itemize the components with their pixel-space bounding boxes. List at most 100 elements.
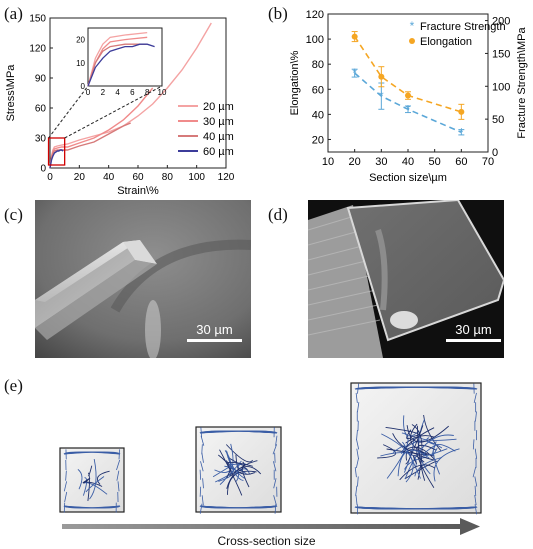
edge-fiber <box>199 505 278 509</box>
core-fiber <box>422 445 448 457</box>
x-tick-label-b: 40 <box>402 156 414 168</box>
series-line-30-µm <box>49 87 154 169</box>
legend-label-b: Elongation <box>420 36 472 48</box>
fit-line-Elongation <box>354 36 462 113</box>
series-line-20-µm <box>49 22 212 169</box>
edge-fiber <box>199 469 202 480</box>
edge-fiber <box>63 481 68 492</box>
y2-tick-label-b: 200 <box>492 16 510 28</box>
edge-fiber <box>355 495 358 506</box>
edge-fiber <box>357 476 359 487</box>
inset-x-tick-label: 8 <box>145 88 150 97</box>
y-axis-label-a: Stress\MPa <box>5 64 17 122</box>
core-fiber <box>96 470 110 485</box>
y-tick-label-b: 80 <box>312 59 324 71</box>
y-tick-label-a: 0 <box>40 164 46 175</box>
edge-fiber <box>117 481 120 492</box>
fit-line-Fracture-Strength <box>354 72 462 134</box>
edge-fiber <box>201 444 203 455</box>
edge-fiber <box>199 503 203 514</box>
x-tick-label-a: 80 <box>162 172 174 183</box>
x-tick-label-a: 0 <box>47 172 53 183</box>
y-tick-label-b: 20 <box>312 134 324 146</box>
inset-x-tick-label: 4 <box>115 88 120 97</box>
y-tick-label-b: 40 <box>312 109 324 121</box>
edge-fiber <box>202 478 204 489</box>
scale-bar-c-line <box>187 339 242 342</box>
inset-connector-left <box>48 85 89 139</box>
size-arrow-shaft <box>62 524 462 529</box>
x-tick-label-b: 20 <box>349 156 361 168</box>
inset-connector-right <box>64 85 163 139</box>
y-tick-label-a: 30 <box>35 134 47 145</box>
core-fiber <box>426 437 435 445</box>
panel-label-b: (b) <box>268 4 288 23</box>
edge-fiber <box>354 467 357 478</box>
cross-section-box-1 <box>59 447 125 513</box>
core-fiber <box>377 444 396 459</box>
core-fiber <box>227 470 257 495</box>
inset-x-tick-label: 0 <box>86 88 91 97</box>
size-arrow-head <box>460 518 480 535</box>
edge-fiber <box>273 461 277 472</box>
core-fiber <box>77 469 83 490</box>
y-tick-label-a: 150 <box>29 14 46 25</box>
data-point-Fracture-Strength: * <box>352 66 357 80</box>
core-fiber <box>399 464 436 481</box>
edge-fiber <box>356 439 360 450</box>
core-fiber <box>85 476 105 493</box>
legend-label-a: 20 µm <box>203 101 234 113</box>
core-fiber <box>431 441 438 456</box>
edge-fiber <box>474 504 478 515</box>
core-fiber <box>82 477 91 484</box>
edge-fiber <box>199 430 278 434</box>
core-fiber <box>89 459 97 500</box>
inset-plot-area <box>87 27 163 87</box>
core-fiber <box>404 434 454 480</box>
core-fiber <box>392 445 406 454</box>
x-tick-label-a: 100 <box>188 172 205 183</box>
core-fiber <box>402 441 421 479</box>
inset-y-tick-label: 20 <box>76 36 85 45</box>
x-tick-label-a: 20 <box>74 172 86 183</box>
edge-fiber <box>356 448 359 459</box>
panel-label-e: (e) <box>4 376 23 395</box>
data-point-Elongation <box>458 108 465 115</box>
edge-fiber <box>63 502 66 513</box>
data-point-Elongation <box>351 33 358 40</box>
legend-label-b: Fracture Strength <box>420 21 506 33</box>
x-tick-label-b: 70 <box>482 156 494 168</box>
edge-fiber <box>473 392 477 404</box>
y-tick-label-a: 120 <box>29 44 46 55</box>
core-fiber <box>385 426 419 438</box>
x-tick-label-b: 50 <box>429 156 441 168</box>
y-tick-label-b: 60 <box>312 84 324 96</box>
inset-y-tick-label: 10 <box>76 59 85 68</box>
edge-fiber <box>357 402 360 413</box>
edge-fiber <box>274 503 277 514</box>
inset-x-tick-label: 10 <box>158 88 167 97</box>
cross-section-box-2 <box>195 426 282 513</box>
sem-image-cross-section: 30 µm <box>308 200 504 358</box>
core-fiber <box>87 465 93 477</box>
panel-label-c: (c) <box>4 205 23 224</box>
edge-fiber <box>474 476 478 487</box>
inset-series-line-20-µm <box>87 31 148 87</box>
legend-label-a: 40 µm <box>203 131 234 143</box>
edge-fiber <box>273 478 277 489</box>
edge-fiber <box>472 467 477 478</box>
edge-fiber <box>474 448 478 459</box>
core-fiber <box>224 465 239 482</box>
core-fiber <box>219 449 243 496</box>
data-point-Fracture-Strength: * <box>379 89 384 103</box>
edge-fiber <box>63 451 121 455</box>
y-tick-label-a: 60 <box>35 104 47 115</box>
y-tick-label-b: 100 <box>306 34 324 46</box>
scale-bar-c-label: 30 µm <box>196 322 233 337</box>
x-tick-label-a: 60 <box>132 172 144 183</box>
edge-fiber <box>474 495 477 506</box>
legend-marker-b <box>409 38 415 44</box>
edge-fiber <box>201 452 204 463</box>
edge-fiber <box>475 411 477 422</box>
core-fiber <box>405 425 424 465</box>
